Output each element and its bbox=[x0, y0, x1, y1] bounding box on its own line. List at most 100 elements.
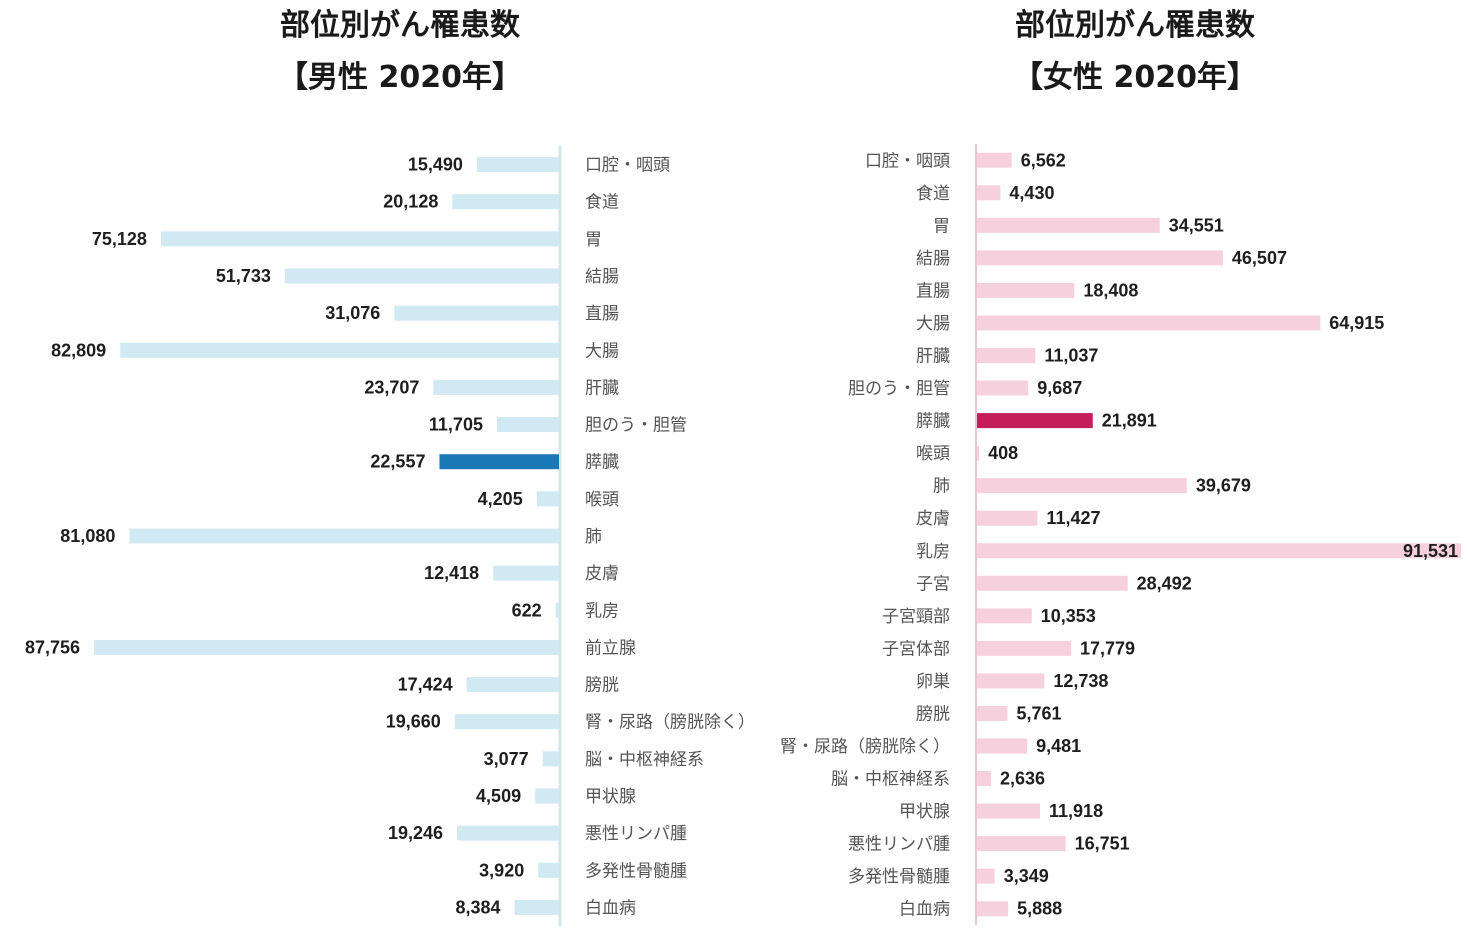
male-value-label: 23,707 bbox=[364, 377, 419, 397]
male-value-label: 17,424 bbox=[398, 675, 453, 695]
female-category-label: 胃 bbox=[933, 216, 950, 236]
male-bar bbox=[439, 454, 559, 470]
male-value-label: 3,920 bbox=[479, 860, 524, 880]
female-value-label: 28,492 bbox=[1137, 573, 1192, 593]
female-bar bbox=[977, 738, 1028, 754]
male-bar bbox=[394, 305, 559, 321]
male-category-label: 前立腺 bbox=[585, 638, 636, 658]
female-bar bbox=[977, 185, 1001, 201]
male-category-label: 悪性リンパ腫 bbox=[585, 824, 687, 844]
male-bar bbox=[160, 231, 559, 247]
male-category-label: 脳・中枢神経系 bbox=[585, 750, 704, 770]
female-category-label: 口腔・咽頭 bbox=[865, 151, 950, 171]
female-title-line2: 【女性 2020年】 bbox=[1013, 60, 1257, 95]
female-category-label: 膵臓 bbox=[916, 412, 950, 432]
female-value-label: 5,761 bbox=[1016, 703, 1061, 723]
female-bar bbox=[977, 413, 1093, 429]
male-bar bbox=[452, 194, 559, 210]
female-value-label: 11,427 bbox=[1046, 508, 1100, 528]
male-value-label: 8,384 bbox=[456, 897, 501, 917]
female-category-label: 直腸 bbox=[916, 281, 950, 301]
female-category-label: 腎・尿路（膀胱除く） bbox=[780, 737, 950, 757]
female-value-label: 9,481 bbox=[1036, 736, 1081, 756]
male-value-label: 87,756 bbox=[25, 637, 80, 657]
male-chart-title: 部位別がん罹患数 【男性 2020年】 bbox=[150, 0, 650, 104]
female-bar bbox=[977, 771, 991, 787]
male-value-label: 3,077 bbox=[484, 749, 529, 769]
male-bar bbox=[129, 528, 559, 544]
female-category-label: 乳房 bbox=[916, 542, 950, 562]
male-bar-chart: 15,490 口腔・咽頭 20,128 食道 75,128 胃 51,733 結腸 31,076… bbox=[25, 146, 755, 926]
male-category-label: 腎・尿路（膀胱除く） bbox=[585, 713, 755, 733]
male-value-label: 11,705 bbox=[429, 415, 483, 435]
male-value-label: 12,418 bbox=[424, 563, 479, 583]
female-bar bbox=[977, 217, 1160, 233]
male-bar bbox=[457, 825, 559, 841]
male-category-label: 喉頭 bbox=[585, 490, 619, 510]
male-category-label: 直腸 bbox=[585, 304, 619, 324]
female-category-label: 子宮 bbox=[916, 574, 950, 594]
female-value-label: 34,551 bbox=[1169, 215, 1224, 235]
male-category-label: 膵臓 bbox=[585, 453, 619, 473]
male-value-label: 622 bbox=[512, 600, 542, 620]
female-category-label: 喉頭 bbox=[916, 444, 950, 464]
male-value-label: 22,557 bbox=[370, 452, 425, 472]
female-category-label: 膀胱 bbox=[916, 704, 950, 724]
female-value-label: 17,779 bbox=[1080, 638, 1135, 658]
male-category-label: 肺 bbox=[585, 527, 602, 547]
male-value-label: 4,509 bbox=[476, 786, 521, 806]
female-value-label: 3,349 bbox=[1004, 866, 1049, 886]
female-bar bbox=[977, 901, 1009, 917]
female-bar bbox=[977, 803, 1041, 819]
male-bar bbox=[94, 639, 559, 655]
female-value-label: 10,353 bbox=[1041, 606, 1096, 626]
male-bar bbox=[496, 417, 559, 433]
male-bar bbox=[284, 268, 559, 284]
male-category-label: 結腸 bbox=[585, 267, 619, 287]
male-bar bbox=[535, 788, 559, 804]
female-bar bbox=[977, 673, 1045, 689]
female-category-label: 食道 bbox=[916, 184, 950, 204]
female-bar bbox=[977, 380, 1029, 396]
male-bar bbox=[555, 602, 559, 618]
male-bar bbox=[536, 491, 559, 507]
female-category-label: 卵巣 bbox=[916, 672, 950, 692]
female-value-label: 408 bbox=[988, 443, 1018, 463]
female-bar bbox=[977, 543, 1461, 559]
male-bar bbox=[466, 677, 559, 693]
male-category-label: 胃 bbox=[585, 230, 602, 250]
male-bar bbox=[538, 862, 559, 878]
female-category-label: 悪性リンパ腫 bbox=[848, 835, 950, 855]
female-category-label: 甲状腺 bbox=[899, 802, 950, 822]
male-category-label: 膀胱 bbox=[585, 676, 619, 696]
female-value-label: 91,531 bbox=[1403, 541, 1458, 561]
female-category-label: 多発性骨髄腫 bbox=[848, 867, 950, 887]
female-bar bbox=[977, 608, 1032, 624]
male-title-line1: 部位別がん罹患数 bbox=[280, 8, 520, 43]
male-bar bbox=[542, 751, 559, 767]
male-title-line2: 【男性 2020年】 bbox=[278, 60, 522, 95]
female-category-label: 子宮体部 bbox=[882, 639, 950, 659]
female-bar bbox=[977, 640, 1072, 656]
female-bar bbox=[977, 705, 1008, 721]
female-bar bbox=[977, 348, 1036, 364]
male-category-label: 白血病 bbox=[585, 898, 636, 918]
female-bar bbox=[977, 478, 1187, 494]
male-value-label: 31,076 bbox=[325, 303, 380, 323]
female-category-label: 大腸 bbox=[916, 314, 950, 334]
female-value-label: 64,915 bbox=[1329, 313, 1384, 333]
male-bar bbox=[433, 379, 559, 395]
female-value-label: 2,636 bbox=[1000, 769, 1045, 789]
male-value-label: 4,205 bbox=[478, 489, 523, 509]
female-value-label: 11,037 bbox=[1044, 346, 1098, 366]
female-category-label: 子宮頸部 bbox=[882, 607, 950, 627]
male-category-label: 食道 bbox=[585, 193, 619, 213]
female-bar-chart: 6,562 口腔・咽頭 4,430 食道 34,551 胃 46,507 結腸 18,408 直腸… bbox=[780, 144, 1461, 925]
male-value-label: 81,080 bbox=[60, 526, 115, 546]
female-category-label: 脳・中枢神経系 bbox=[831, 770, 950, 790]
female-bar bbox=[977, 152, 1012, 168]
male-category-label: 皮膚 bbox=[585, 564, 619, 584]
female-bar bbox=[977, 868, 995, 884]
male-category-label: 大腸 bbox=[585, 341, 619, 361]
